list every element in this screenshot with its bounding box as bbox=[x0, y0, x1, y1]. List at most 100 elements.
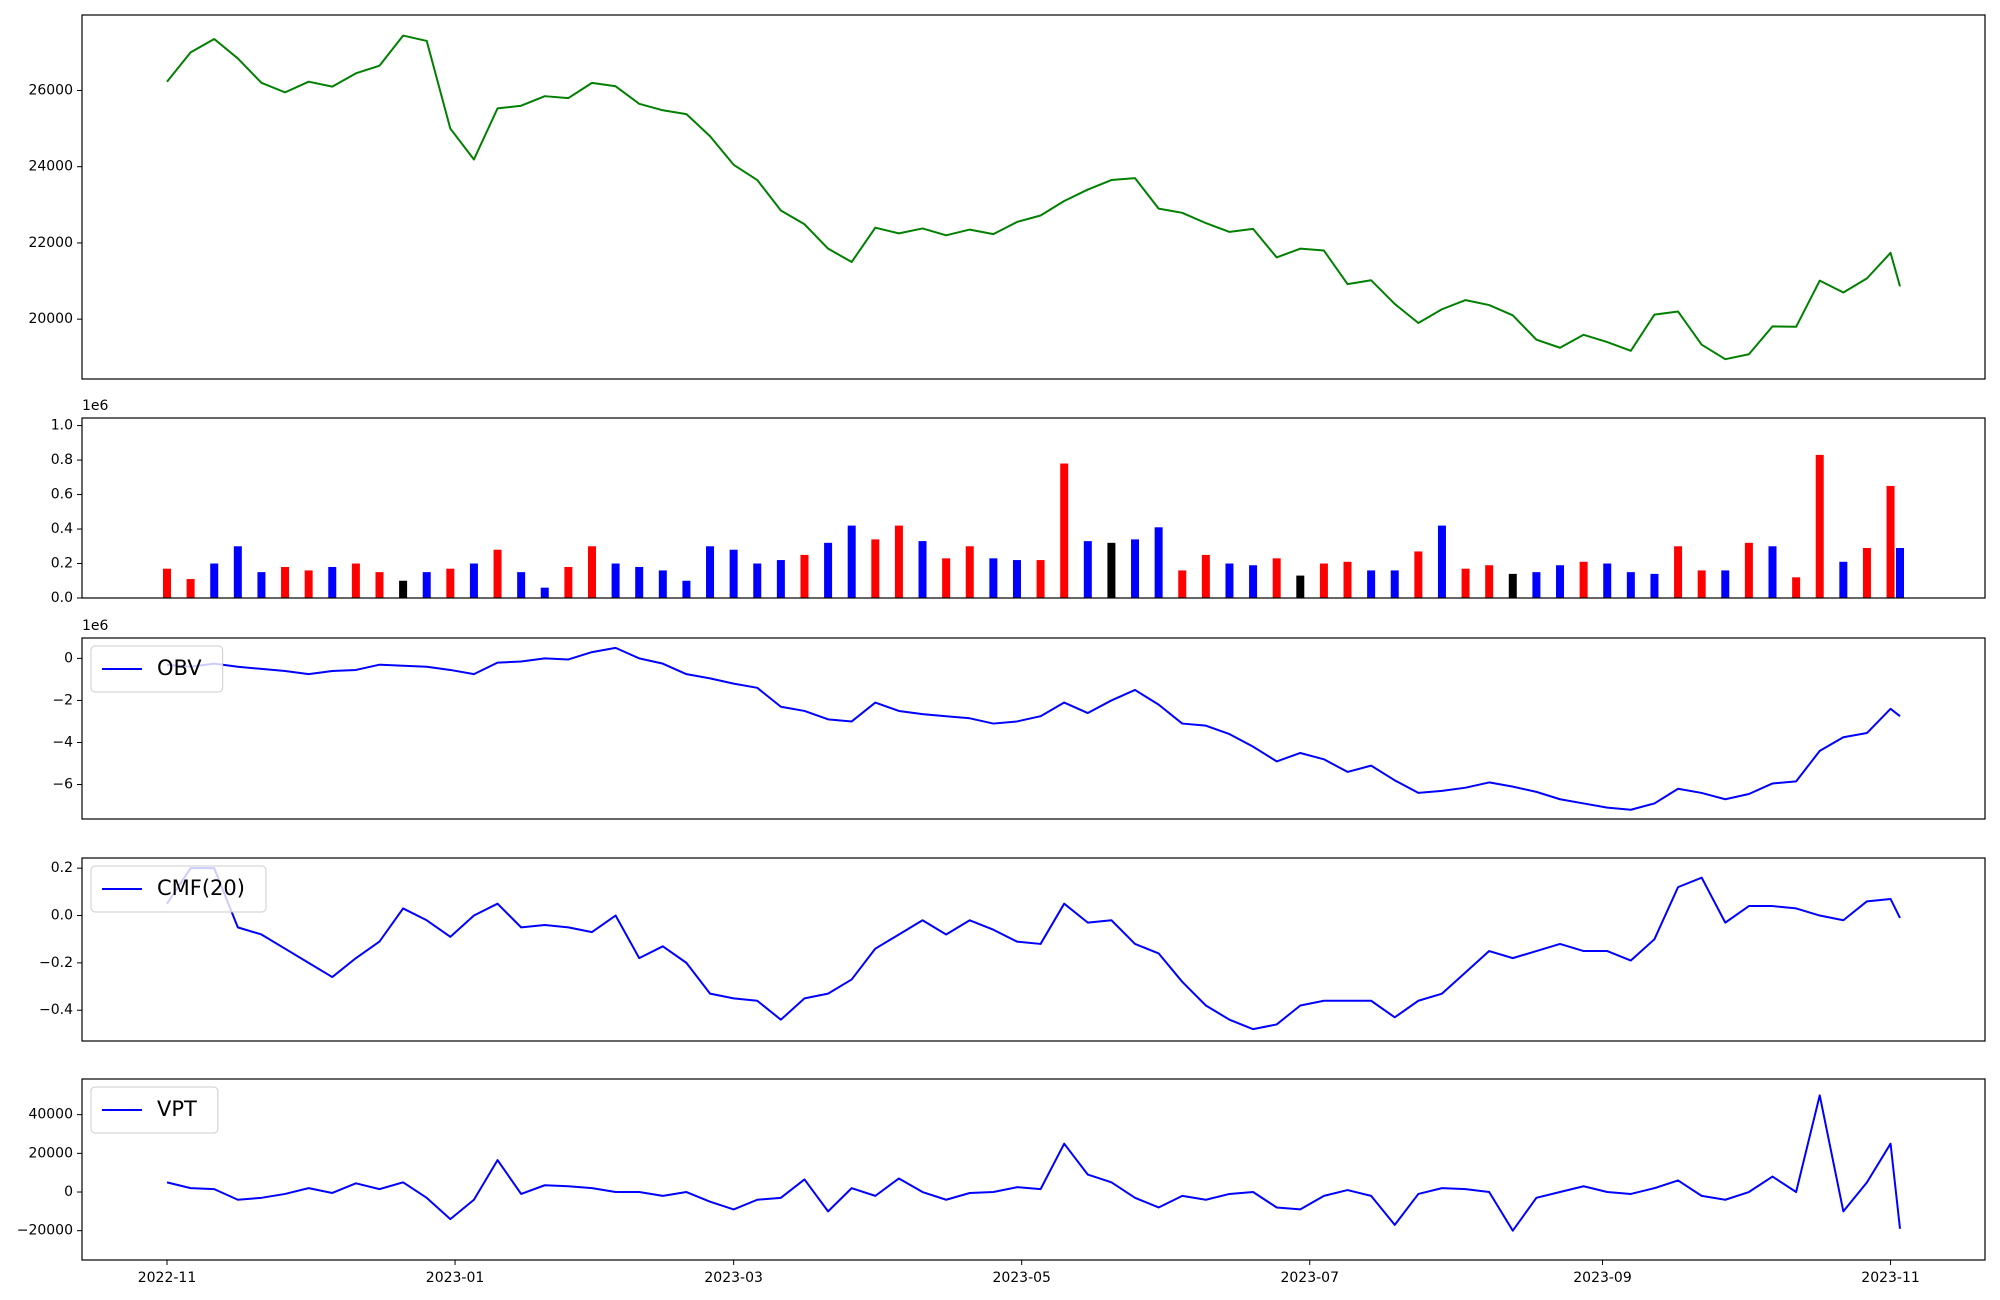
legend-box bbox=[90, 865, 267, 913]
y-tick-label: 0 bbox=[64, 650, 73, 666]
x-tick-label: 2023-09 bbox=[1573, 1270, 1632, 1286]
volume-bar bbox=[1036, 560, 1045, 598]
y-tick-label: −4 bbox=[52, 734, 73, 750]
axes-frame bbox=[81, 637, 1986, 820]
volume-bar bbox=[1886, 485, 1895, 598]
volume-bar bbox=[1437, 525, 1446, 598]
volume-bar bbox=[446, 568, 455, 598]
y-tick-label: 20000 bbox=[28, 311, 73, 327]
volume-bar bbox=[824, 542, 833, 598]
volume-bar bbox=[1532, 572, 1541, 598]
volume-bar bbox=[1768, 546, 1777, 598]
volume-bar bbox=[540, 587, 549, 598]
y-tick-label: 20000 bbox=[28, 1145, 73, 1161]
x-tick-label: 2023-03 bbox=[704, 1270, 763, 1286]
volume-bar bbox=[1839, 561, 1848, 598]
volume-bar bbox=[1862, 548, 1871, 598]
legend-box bbox=[90, 1086, 219, 1134]
volume-bar bbox=[1083, 541, 1092, 598]
volume-bar bbox=[871, 539, 880, 598]
y-tick-label: 0.0 bbox=[51, 908, 73, 924]
volume-bar bbox=[469, 563, 478, 598]
x-tick-label: 2022-11 bbox=[138, 1270, 197, 1286]
y-tick-label: 40000 bbox=[28, 1107, 73, 1123]
axes-frame bbox=[81, 1078, 1986, 1261]
volume-bar bbox=[1319, 563, 1328, 598]
volume-bar bbox=[1249, 565, 1258, 598]
volume-bar bbox=[965, 546, 974, 598]
y-tick-label: 24000 bbox=[28, 159, 73, 175]
volume-bar bbox=[753, 563, 762, 598]
y-tick-label: 22000 bbox=[28, 235, 73, 251]
volume-bar bbox=[1296, 575, 1305, 598]
volume-bar bbox=[1225, 563, 1234, 598]
y-tick-label: 0.4 bbox=[51, 521, 73, 537]
volume-bar bbox=[1154, 527, 1163, 598]
x-tick-label: 2023-05 bbox=[992, 1270, 1051, 1286]
y-tick-label: −0.2 bbox=[39, 955, 73, 971]
volume-bar bbox=[658, 570, 667, 598]
y-tick-label: −2 bbox=[52, 692, 73, 708]
volume-bar bbox=[1178, 570, 1187, 598]
volume-bar bbox=[1343, 561, 1352, 598]
legend-label: CMF(20) bbox=[157, 876, 245, 900]
volume-bar bbox=[1272, 558, 1281, 598]
volume-bar bbox=[233, 546, 242, 598]
y-tick-label: 0 bbox=[64, 1184, 73, 1200]
volume-bar bbox=[847, 525, 856, 598]
volume-bar bbox=[1603, 563, 1612, 598]
volume-bar bbox=[1461, 568, 1470, 598]
line bbox=[166, 34, 1901, 361]
x-tick-label: 2023-11 bbox=[1861, 1270, 1920, 1286]
volume-bar bbox=[1626, 572, 1635, 598]
volume-bar bbox=[635, 566, 644, 598]
volume-bar bbox=[1060, 463, 1069, 598]
volume-bar bbox=[1107, 542, 1116, 598]
y-tick-label: 1.0 bbox=[51, 418, 73, 434]
volume-bar bbox=[210, 563, 219, 598]
volume-bar bbox=[564, 566, 573, 598]
volume-bar bbox=[375, 572, 384, 598]
volume-bar bbox=[894, 525, 903, 598]
volume-bar bbox=[1697, 570, 1706, 598]
y-tick-label: −6 bbox=[52, 777, 73, 793]
x-tick-label: 2023-07 bbox=[1280, 1270, 1339, 1286]
volume-bar bbox=[1556, 565, 1565, 598]
volume-bar bbox=[422, 572, 431, 598]
line bbox=[166, 867, 1901, 1031]
volume-bar bbox=[162, 568, 171, 598]
volume-bar bbox=[1012, 560, 1021, 598]
volume-bar bbox=[776, 560, 785, 598]
legend-label: OBV bbox=[157, 656, 202, 680]
volume-bar bbox=[1792, 577, 1801, 598]
volume-bar bbox=[706, 546, 715, 598]
y-tick-label: −0.4 bbox=[39, 1002, 73, 1018]
volume-bar bbox=[800, 554, 809, 598]
line bbox=[166, 646, 1901, 811]
volume-bar bbox=[682, 580, 691, 598]
volume-bar bbox=[257, 572, 266, 598]
y-tick-label: 0.6 bbox=[51, 487, 73, 503]
volume-bar bbox=[1131, 539, 1140, 598]
volume-bar bbox=[729, 549, 738, 598]
offset-label: 1e6 bbox=[82, 618, 109, 634]
volume-bar bbox=[517, 572, 526, 598]
volume-bar bbox=[1414, 551, 1423, 598]
y-tick-label: −20000 bbox=[17, 1223, 73, 1239]
volume-bar bbox=[493, 549, 502, 598]
volume-bar bbox=[1744, 542, 1753, 598]
line bbox=[166, 1094, 1901, 1232]
volume-bar bbox=[328, 566, 337, 598]
y-tick-label: 0.0 bbox=[51, 590, 73, 606]
volume-bar bbox=[1390, 570, 1399, 598]
volume-bar bbox=[281, 566, 290, 598]
legend-label: VPT bbox=[157, 1097, 197, 1121]
axes-frame bbox=[81, 14, 1986, 380]
x-tick-label: 2023-01 bbox=[426, 1270, 485, 1286]
y-tick-label: 26000 bbox=[28, 82, 73, 98]
axes-frame bbox=[81, 417, 1986, 599]
volume-bar bbox=[304, 570, 313, 598]
volume-bar bbox=[1650, 573, 1659, 598]
